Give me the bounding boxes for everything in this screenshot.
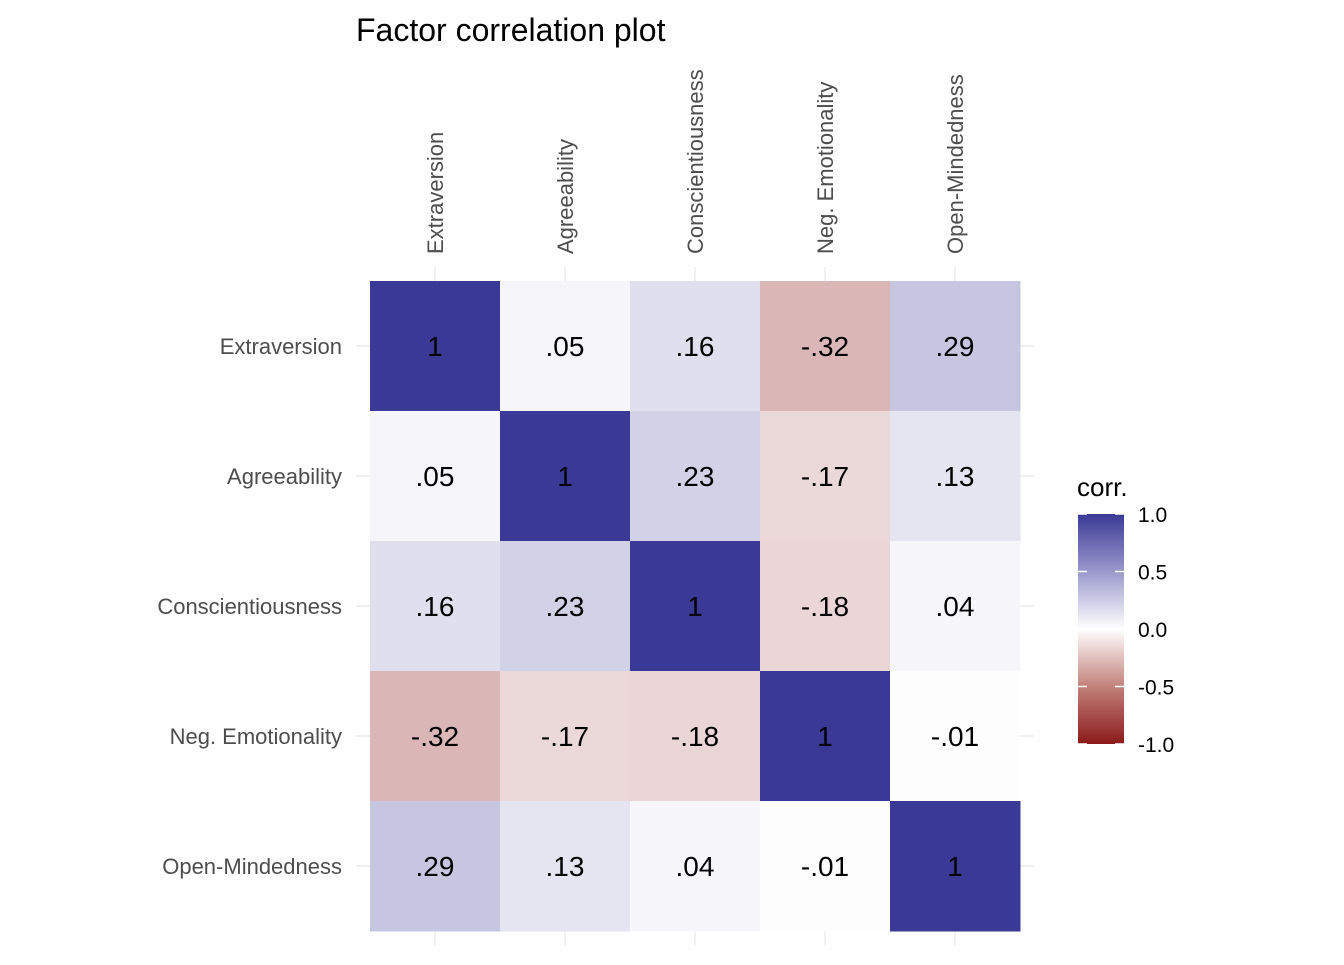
y-axis-tick-labels: Extraversion Agreeability Conscientiousnes… [157, 334, 342, 879]
cell-value-label: 1 [427, 331, 443, 362]
legend-tick-label: 1.0 [1138, 504, 1167, 527]
color-legend: corr. 1.0 0.5 0.0 -0.5 -1.0 [1077, 472, 1174, 757]
x-tick-label: Open-Mindedness [943, 74, 968, 254]
x-axis-tick-labels: Extraversion Agreeability Conscientiousnes… [423, 69, 968, 254]
heatmap-cell [760, 801, 891, 932]
cell-value-label: -.18 [801, 591, 849, 622]
x-tick-label: Agreeability [553, 139, 578, 254]
y-tick-label: Extraversion [220, 334, 342, 359]
heatmap-cell [630, 281, 761, 412]
heatmap-cell [760, 541, 891, 672]
heatmap-cell [890, 411, 1021, 542]
heatmap-cell [370, 411, 501, 542]
cell-value-label: .04 [676, 851, 715, 882]
legend-title: corr. [1077, 472, 1128, 502]
y-tick-label: Conscientiousness [157, 594, 342, 619]
cell-value-label: .05 [546, 331, 585, 362]
cell-value-label: .23 [676, 461, 715, 492]
cell-value-label: .16 [416, 591, 455, 622]
heatmap-cell [500, 411, 631, 542]
heatmap-cell [630, 671, 761, 802]
heatmap-cell [370, 281, 501, 412]
heatmap-cell [630, 411, 761, 542]
heatmap-cell [500, 281, 631, 412]
x-tick-label: Conscientiousness [683, 69, 708, 254]
cell-value-label: .05 [416, 461, 455, 492]
heatmap-cells [370, 281, 1021, 932]
cell-value-label: .29 [416, 851, 455, 882]
cell-value-label: .13 [936, 461, 975, 492]
cell-value-label: .13 [546, 851, 585, 882]
cell-value-label: -.32 [801, 331, 849, 362]
chart-title: Factor correlation plot [356, 12, 666, 48]
cell-value-label: 1 [947, 851, 963, 882]
y-tick-label: Agreeability [227, 464, 342, 489]
heatmap-cell [760, 281, 891, 412]
cell-value-label: -.01 [801, 851, 849, 882]
legend-tick-label: -1.0 [1138, 734, 1174, 757]
heatmap-cell [370, 801, 501, 932]
cell-value-label: 1 [687, 591, 703, 622]
legend-ticks: 1.0 0.5 0.0 -0.5 -1.0 [1078, 504, 1174, 757]
cell-value-label: -.01 [931, 721, 979, 752]
y-tick-label: Neg. Emotionality [170, 724, 342, 749]
cell-value-label: -.32 [411, 721, 459, 752]
cell-value-label: -.18 [671, 721, 719, 752]
cell-value-labels: 1 .05 .16 -.32 .29 .05 1 .23 -.17 .13 .16 .23 1 -.18.… [411, 331, 979, 882]
heatmap-cell [760, 671, 891, 802]
cell-value-label: 1 [557, 461, 573, 492]
heatmap-cell [890, 281, 1021, 412]
y-tick-label: Open-Mindedness [162, 854, 342, 879]
heatmap-cell [500, 801, 631, 932]
cell-value-label: .16 [676, 331, 715, 362]
cell-value-label: -.17 [541, 721, 589, 752]
cell-value-label: .29 [936, 331, 975, 362]
heatmap-cell [890, 801, 1021, 932]
heatmap-cell [890, 671, 1021, 802]
cell-value-label: -.17 [801, 461, 849, 492]
legend-tick-label: 0.0 [1138, 619, 1167, 642]
legend-tick-label: 0.5 [1138, 562, 1167, 585]
legend-tick-label: -0.5 [1138, 677, 1174, 700]
heatmap-cell [630, 541, 761, 672]
cell-value-label: 1 [817, 721, 833, 752]
cell-value-label: .23 [546, 591, 585, 622]
heatmap-cell [760, 411, 891, 542]
x-tick-label: Extraversion [423, 132, 448, 254]
heatmap-cell [370, 541, 501, 672]
heatmap-cell [500, 541, 631, 672]
x-tick-label: Neg. Emotionality [813, 82, 838, 254]
heatmap-cell [890, 541, 1021, 672]
cell-value-label: .04 [936, 591, 975, 622]
heatmap-cell [370, 671, 501, 802]
heatmap-cell [630, 801, 761, 932]
heatmap-cell [500, 671, 631, 802]
